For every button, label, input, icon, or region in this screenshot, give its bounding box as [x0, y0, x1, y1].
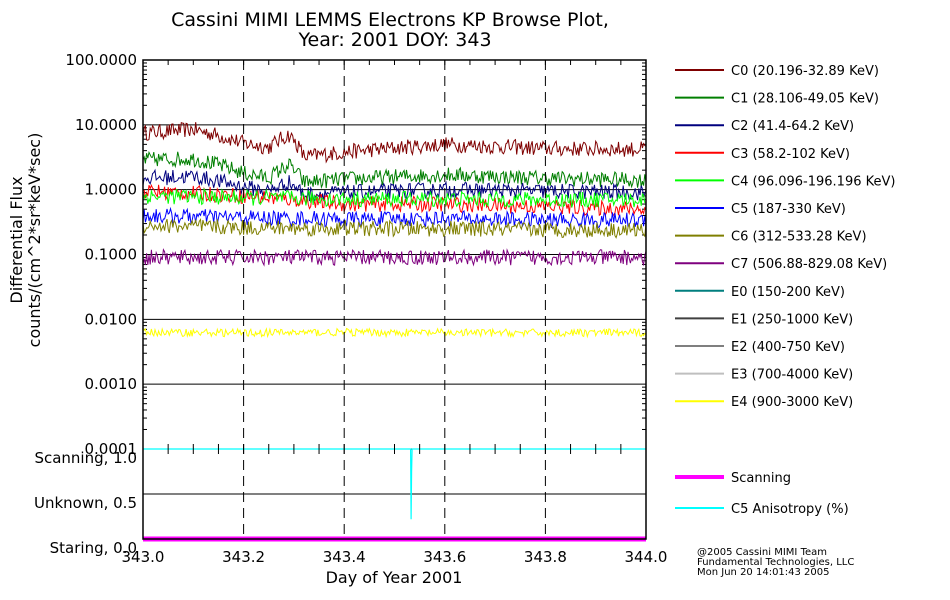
series-line-3 [142, 183, 647, 217]
legend-label: Scanning [731, 471, 791, 486]
y-tick-label: 0.0100 [85, 310, 138, 328]
series-line-0 [142, 122, 647, 164]
legend-label: C5 (187-330 KeV) [731, 202, 846, 217]
chart-title: Cassini MIMI LEMMS Electrons KP Browse P… [171, 9, 609, 51]
series-line-2 [142, 168, 647, 202]
legend: C0 (20.196-32.89 KeV) C1 (28.106-49.05 Ke… [675, 64, 895, 517]
legend-entry: C4 (96.096-196.196 KeV) [675, 174, 895, 189]
legend-entry: E3 (700-4000 KeV) [675, 368, 853, 383]
legend-label: C0 (20.196-32.89 KeV) [731, 64, 879, 79]
legend-entry: C7 (506.88-829.08 KeV) [675, 257, 887, 272]
y-axis-label: Differential Flux counts/(cm^2*sr*keV*se… [7, 133, 44, 348]
x-axis: 343.0 343.2 343.4 343.6 343.8 344.0 [122, 59, 668, 566]
legend-entry: C3 (58.2-102 KeV) [675, 147, 850, 162]
y-axis-label-line2: counts/(cm^2*sr*keV*sec) [25, 133, 44, 348]
credits: @2005 Cassini MIMI Team Fundamental Tech… [697, 547, 854, 578]
x-tick-label: 344.0 [625, 548, 668, 566]
legend-label: C7 (506.88-829.08 KeV) [731, 257, 887, 272]
legend-label: E0 (150-200 KeV) [731, 285, 845, 300]
series-line-7 [142, 248, 647, 267]
legend-label: E3 (700-4000 KeV) [731, 368, 853, 383]
series-line-1 [142, 150, 647, 190]
series-line-4 [142, 187, 647, 208]
x-tick-label: 343.4 [323, 548, 366, 566]
x-tick-label: 343.2 [222, 548, 265, 566]
legend-label: C3 (58.2-102 KeV) [731, 147, 850, 162]
legend-entry: Scanning [675, 471, 791, 486]
legend-entry: E4 (900-3000 KeV) [675, 395, 853, 410]
legend-label: E4 (900-3000 KeV) [731, 395, 853, 410]
status-tick-label: Scanning, 1.0 [34, 449, 137, 467]
legend-entry: C2 (41.4-64.2 KeV) [675, 119, 854, 134]
legend-entry: C5 (187-330 KeV) [675, 202, 846, 217]
legend-label: C1 (28.106-49.05 KeV) [731, 92, 879, 107]
legend-label: E2 (400-750 KeV) [731, 340, 845, 355]
legend-label: C6 (312-533.28 KeV) [731, 230, 867, 245]
legend-label: C2 (41.4-64.2 KeV) [731, 119, 854, 134]
y-tick-label: 1.0000 [85, 181, 138, 199]
series-line-5 [142, 206, 647, 229]
status-panel: Scanning, 1.0 Unknown, 0.5 Staring, 0.0 [34, 448, 646, 557]
legend-entry: C0 (20.196-32.89 KeV) [675, 64, 879, 79]
legend-entry: E2 (400-750 KeV) [675, 340, 845, 355]
credit-line-1: @2005 Cassini MIMI Team [697, 547, 827, 558]
legend-label: C5 Anisotropy (%) [731, 502, 849, 517]
status-tick-label: Staring, 0.0 [50, 539, 137, 557]
legend-entry: E0 (150-200 KeV) [675, 285, 845, 300]
series-line-12 [142, 327, 647, 339]
legend-entry: C6 (312-533.28 KeV) [675, 230, 867, 245]
chart-title-line1: Cassini MIMI LEMMS Electrons KP Browse P… [171, 9, 609, 31]
credit-line-3: Mon Jun 20 14:01:43 2005 [697, 567, 830, 578]
plot-frame [142, 59, 647, 540]
status-series-1 [143, 448, 646, 520]
legend-entry: E1 (250-1000 KeV) [675, 312, 853, 327]
flux-panel: 100.0000 10.0000 1.0000 0.1000 0.0100 0.0010 0… [65, 51, 647, 458]
legend-entry: C5 Anisotropy (%) [675, 502, 849, 517]
x-tick-label: 343.6 [423, 548, 466, 566]
credit-line-2: Fundamental Technologies, LLC [697, 557, 854, 568]
y-tick-label: 0.1000 [85, 246, 138, 264]
series-line-6 [142, 218, 647, 239]
y-tick-label: 0.0010 [85, 375, 138, 393]
x-tick-label: 343.8 [524, 548, 567, 566]
x-tick-label: 343.0 [122, 548, 165, 566]
y-tick-label: 10.0000 [75, 116, 137, 134]
legend-entry: C1 (28.106-49.05 KeV) [675, 92, 879, 107]
legend-label: E1 (250-1000 KeV) [731, 312, 853, 327]
y-tick-label: 0.0001 [85, 440, 138, 458]
x-axis-label: Day of Year 2001 [326, 568, 463, 587]
chart-title-line2: Year: 2001 DOY: 343 [297, 29, 491, 51]
status-tick-label: Unknown, 0.5 [34, 494, 137, 512]
y-axis-label-line1: Differential Flux [7, 176, 26, 303]
y-tick-label: 100.0000 [65, 51, 137, 69]
legend-label: C4 (96.096-196.196 KeV) [731, 174, 895, 189]
